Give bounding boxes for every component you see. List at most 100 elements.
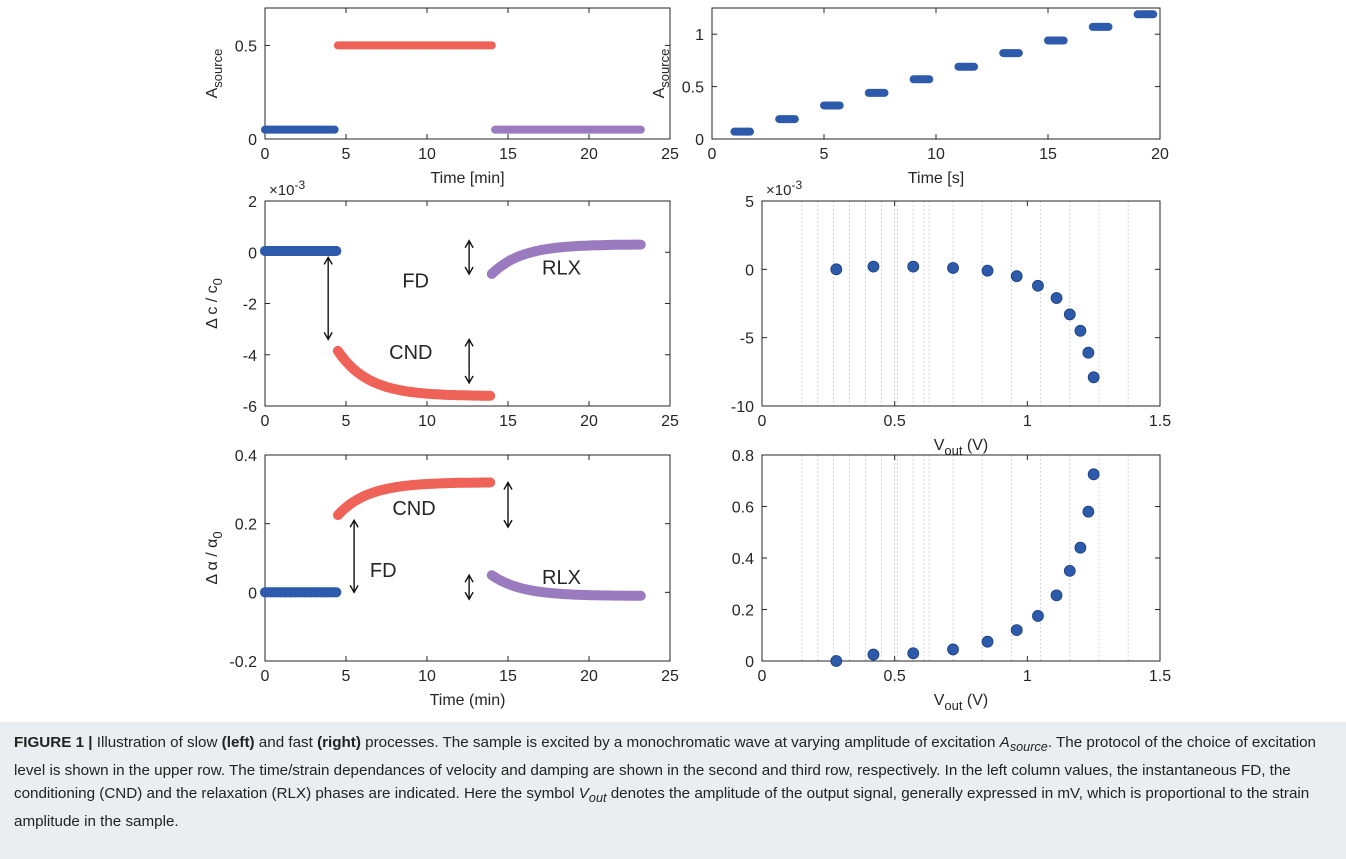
arrow-head (464, 573, 474, 583)
data-point (830, 655, 843, 667)
y-axis-label: Δ α / α0 (204, 531, 225, 584)
x-tick-label: 15 (499, 668, 517, 685)
series-0 (260, 587, 342, 598)
data-point (1087, 371, 1100, 384)
caption-symbol-a: A (999, 734, 1010, 751)
axes-frame (264, 454, 671, 662)
arrow-head (349, 518, 359, 528)
data-point (1063, 308, 1076, 321)
series-1 (332, 345, 496, 401)
data-point (830, 263, 843, 276)
data-point (907, 260, 920, 273)
data-point (1087, 468, 1100, 481)
series-2 (486, 239, 646, 279)
x-axis-label: Vout (V) (934, 692, 989, 713)
data-point (1050, 589, 1063, 602)
arrow-head (503, 519, 513, 529)
x-tick-label: 0.5 (884, 413, 906, 430)
y-tick-label: 0 (248, 245, 257, 262)
data-point (331, 587, 342, 598)
y-tick-label: 0 (248, 585, 257, 602)
x-tick-label: 0.5 (884, 668, 906, 685)
y-axis-label: Asource (651, 49, 672, 99)
y-tick-label: 0 (745, 262, 754, 279)
y-tick-label: -0.2 (229, 654, 257, 671)
x-tick-label: 15 (499, 146, 517, 163)
caption-symbol-a-sub: source (1009, 740, 1048, 755)
y-tick-label: 0.2 (732, 603, 754, 620)
caption-left: (left) (221, 734, 255, 751)
data-point (1050, 292, 1063, 304)
axes-frame (264, 7, 671, 140)
series-0 (260, 245, 342, 256)
arrow-head (349, 584, 359, 594)
y-tick-label: 0.5 (682, 80, 704, 97)
annotation-rlx: RLX (542, 567, 581, 589)
x-axis-label: Time [min] (430, 170, 504, 187)
data-curve (486, 570, 646, 601)
data-point (1032, 279, 1044, 292)
x-tick-label: 25 (661, 146, 679, 163)
data-point (867, 648, 880, 661)
axes-frame (264, 200, 671, 407)
x-tick-label: 10 (418, 668, 436, 685)
x-tick-label: 15 (1039, 146, 1057, 163)
caption-symbol-v-sub: out (588, 791, 607, 806)
arrow-head (464, 239, 474, 249)
y-tick-label: 5 (745, 194, 754, 211)
data-point (1082, 505, 1095, 518)
caption-symbol-v: V (578, 785, 589, 803)
y-axis-label: Asource (204, 49, 225, 99)
x-tick-label: 0 (708, 146, 717, 163)
x-tick-label: 20 (1151, 146, 1169, 163)
data-curve (332, 345, 496, 401)
chart-bottom-right: 0 0.5 1 1.5 0 0.2 0.4 0.6 0.8 Vout (V) (732, 448, 1171, 713)
data-point (947, 262, 959, 274)
series-0 (830, 468, 1100, 667)
caption-label: FIGURE 1 | (14, 734, 93, 751)
caption-text-3: processes. The sample is excited by a mo… (360, 734, 1000, 751)
axes-frame (761, 200, 1161, 407)
chart-mid-left: 0 5 10 15 20 25 -6 -4 -2 0 2 ×10-3 Δ c / c0 FD CND RLX (204, 178, 679, 430)
data-point (1074, 541, 1087, 554)
y-tick-label: 0.5 (235, 38, 257, 55)
annotation-rlx: RLX (542, 258, 581, 280)
annotation-fd: FD (370, 560, 397, 582)
arrow-head (464, 375, 474, 385)
y-tick-label: 0.4 (732, 551, 754, 568)
y-tick-label: 0 (248, 132, 257, 149)
figure-caption: FIGURE 1 | Illustration of slow (left) a… (14, 731, 1332, 833)
y-tick-label: 0 (695, 132, 704, 149)
y-tick-label: 0.4 (235, 448, 257, 465)
x-tick-label: 25 (661, 668, 679, 685)
x-tick-label: 0 (261, 413, 270, 430)
x-tick-label: 25 (661, 413, 679, 430)
x-tick-label: 10 (418, 146, 436, 163)
chart-top-left: 0 5 10 15 20 25 0 0.5 Time [min] Asource (204, 7, 679, 187)
x-axis-label: Time (min) (430, 692, 506, 709)
data-point (1082, 346, 1095, 359)
arrow-head (323, 255, 333, 265)
caption-text-1: Illustration of slow (92, 734, 222, 751)
data-curve (486, 239, 646, 279)
x-tick-label: 10 (927, 146, 945, 163)
y-tick-label: -5 (740, 331, 754, 348)
annotation-cnd: CND (392, 498, 435, 520)
y-tick-label: -10 (731, 399, 754, 416)
data-point (981, 264, 994, 277)
data-point (1010, 624, 1023, 636)
data-point (981, 635, 994, 648)
series-2 (486, 570, 646, 601)
arrow-head (464, 337, 474, 347)
y-tick-label: 0.6 (732, 500, 754, 517)
x-tick-label: 20 (580, 668, 598, 685)
y-tick-label: -6 (243, 399, 257, 416)
x-tick-label: 20 (580, 413, 598, 430)
annotation-fd: FD (402, 270, 429, 292)
x-tick-label: 15 (499, 413, 517, 430)
y-tick-label: 0 (745, 654, 754, 671)
data-point (1063, 564, 1076, 577)
